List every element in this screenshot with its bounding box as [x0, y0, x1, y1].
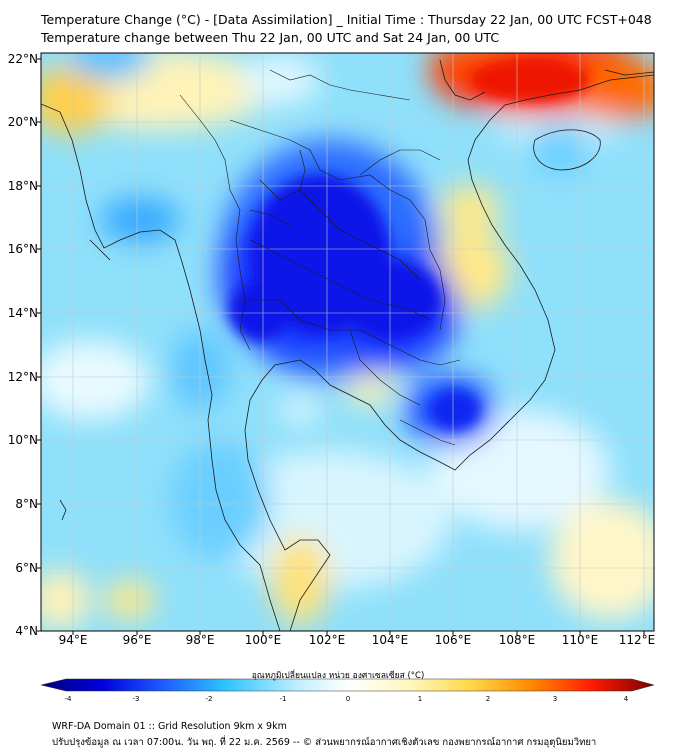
lon-label: 106°E [434, 633, 472, 647]
colorbar [40, 678, 655, 692]
colorbar-tick: -4 [64, 695, 72, 703]
lat-label: 16°N [7, 242, 38, 256]
map-title: Temperature Change (°C) - [Data Assimila… [41, 12, 652, 27]
lon-label: 96°E [122, 633, 152, 647]
colorbar-tick: -3 [132, 695, 140, 703]
map-border [40, 52, 655, 632]
lat-label: 4°N [15, 624, 38, 638]
lon-label: 98°E [185, 633, 215, 647]
lat-label: 14°N [7, 306, 38, 320]
temperature-change-map [37, 52, 655, 692]
lat-label: 18°N [7, 179, 38, 193]
lon-label: 108°E [498, 633, 536, 647]
lat-label: 20°N [7, 115, 38, 129]
lon-label: 94°E [58, 633, 88, 647]
colorbar-tick: -1 [279, 695, 287, 703]
lon-label: 104°E [371, 633, 409, 647]
colorbar-tick: 0 [345, 695, 351, 703]
colorbar-tick: 1 [417, 695, 423, 703]
lat-label: 22°N [7, 52, 38, 66]
temperature-field [41, 53, 654, 631]
colorbar-title: อุณหภูมิเปลี่ยนแปลง หน่วย องศาเซลเซียส (… [251, 671, 425, 681]
axis-ticks [37, 58, 645, 635]
coastlines [41, 59, 654, 631]
lat-label: 8°N [15, 497, 38, 511]
colorbar-tick: -2 [205, 695, 213, 703]
lat-label: 6°N [15, 561, 38, 575]
lon-label: 110°E [561, 633, 599, 647]
lon-label: 100°E [244, 633, 282, 647]
lat-label: 10°N [7, 433, 38, 447]
footer-credit: ปรับปรุงข้อมูล ณ เวลา 07:00น. วัน พฤ. ที… [52, 737, 597, 748]
colorbar-tick: 2 [485, 695, 491, 703]
lon-label: 102°E [308, 633, 346, 647]
province-borders [179, 69, 461, 446]
lon-label: 112°E [618, 633, 656, 647]
footer-model-info: WRF-DA Domain 01 :: Grid Resolution 9km … [52, 721, 287, 732]
colorbar-tick: 4 [623, 695, 629, 703]
map-gridlines [41, 53, 654, 631]
lat-label: 12°N [7, 370, 38, 384]
map-subtitle: Temperature change between Thu 22 Jan, 0… [41, 30, 500, 45]
colorbar-tick: 3 [552, 695, 558, 703]
